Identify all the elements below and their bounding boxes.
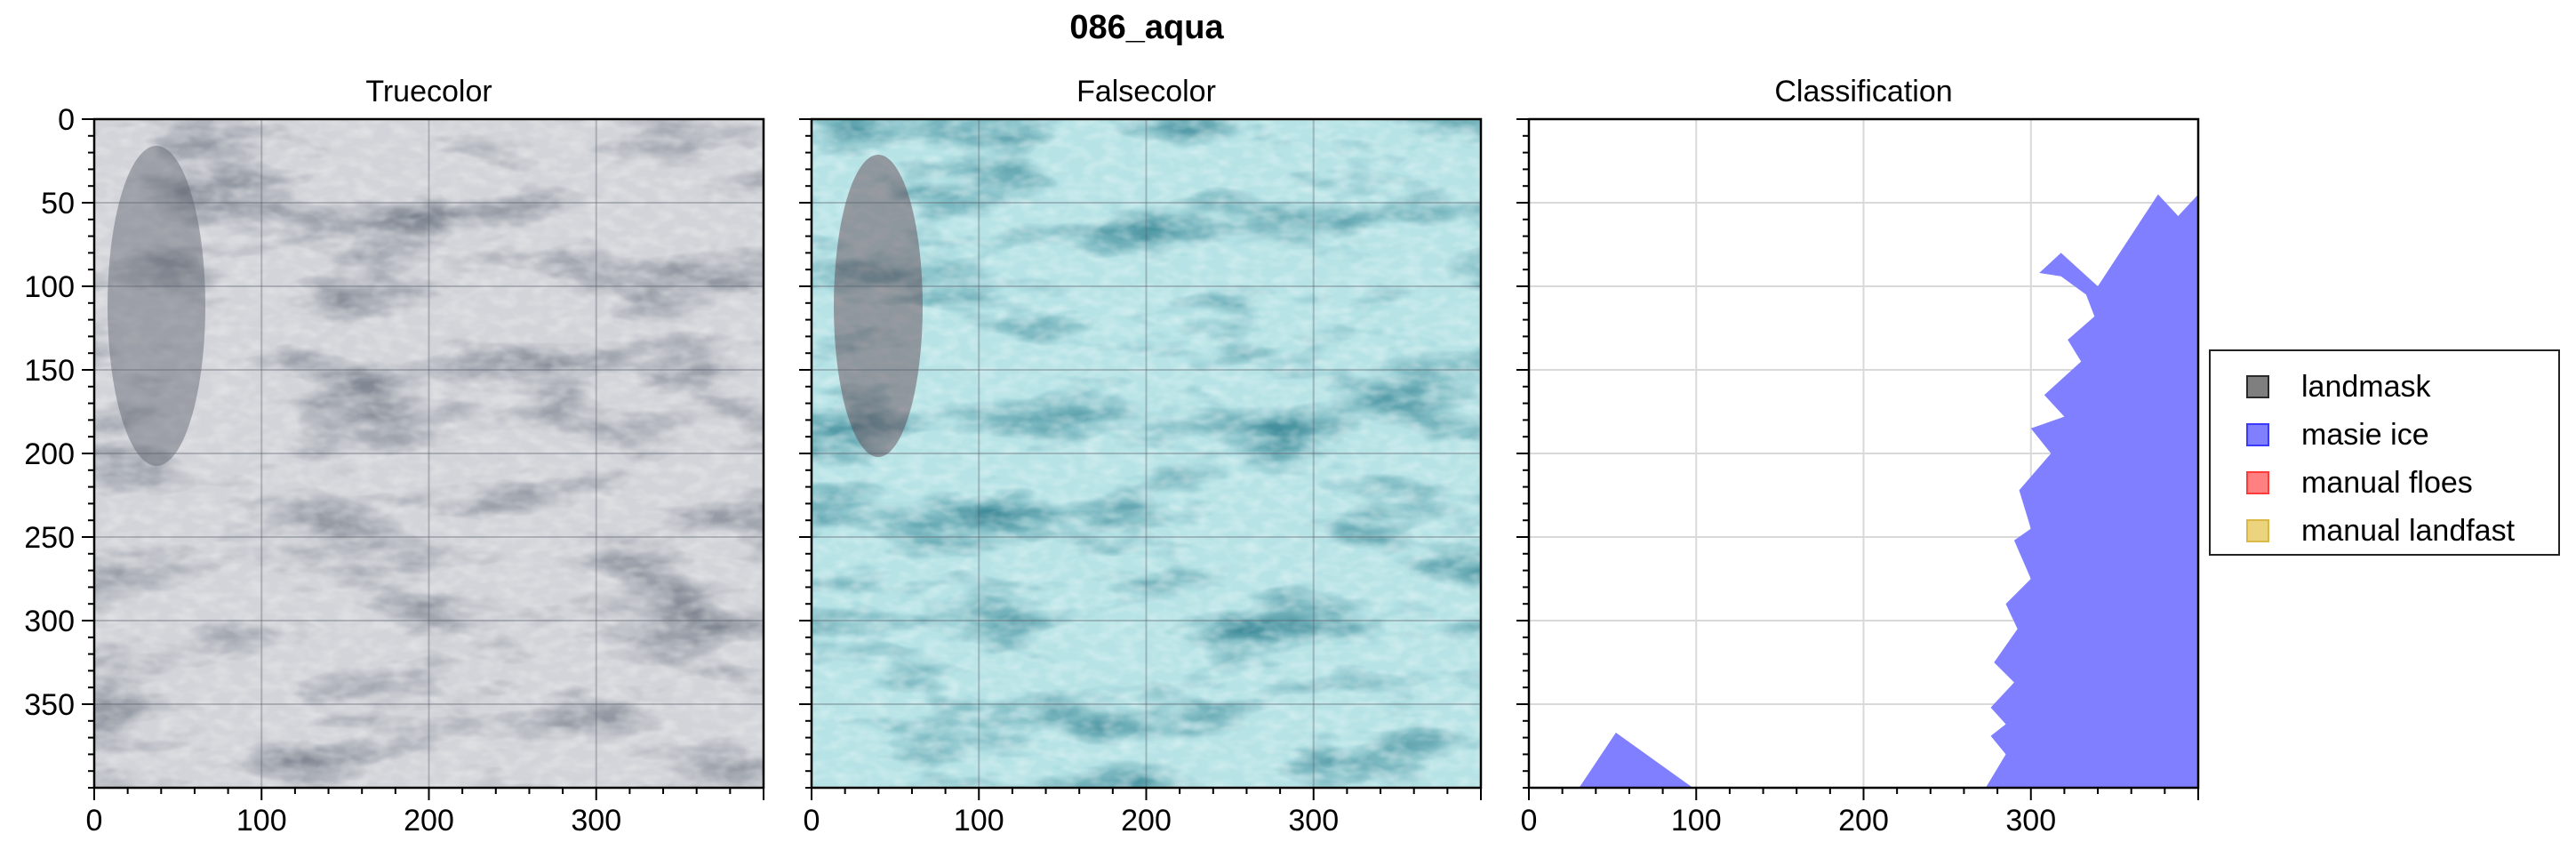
legend-swatch-manual-floes bbox=[2246, 471, 2269, 494]
falsecolor-image bbox=[812, 119, 1481, 788]
figure-title: 086_aqua bbox=[1069, 9, 1224, 46]
y-ticks-classification bbox=[1516, 118, 1529, 789]
series-masie-ice bbox=[1579, 194, 2198, 788]
x-tick-label-100: 100 bbox=[236, 804, 287, 838]
truecolor-image bbox=[94, 119, 764, 788]
x-tick-label-200: 200 bbox=[1121, 804, 1172, 838]
x-ticks-truecolor: 0 100 200 300 bbox=[86, 788, 764, 838]
legend-label-manual-landfast: manual landfast bbox=[2301, 513, 2516, 548]
gridlines-truecolor bbox=[94, 119, 764, 788]
panel-title-falsecolor: Falsecolor bbox=[1076, 75, 1216, 108]
x-tick-label-0: 0 bbox=[86, 804, 103, 838]
legend-swatch-manual-landfast bbox=[2246, 519, 2269, 542]
legend-label-landmask: landmask bbox=[2301, 369, 2431, 404]
legend-item-landmask: landmask bbox=[2246, 369, 2431, 405]
y-tick-label-100: 100 bbox=[24, 270, 75, 304]
truecolor-dark-patch bbox=[108, 146, 205, 466]
panel-title-classification: Classification bbox=[1774, 75, 1952, 108]
legend-label-manual-floes: manual floes bbox=[2301, 465, 2473, 500]
x-tick-label-0: 0 bbox=[804, 804, 820, 838]
legend-item-manual-floes: manual floes bbox=[2246, 465, 2473, 501]
x-tick-label-100: 100 bbox=[954, 804, 1004, 838]
masie-ice-region-1 bbox=[1985, 194, 2198, 788]
legend-label-masie-ice: masie ice bbox=[2301, 417, 2429, 452]
x-tick-label-300: 300 bbox=[571, 804, 621, 838]
y-tick-label-300: 300 bbox=[24, 605, 75, 638]
x-tick-label-300: 300 bbox=[2005, 804, 2056, 838]
x-ticks-falsecolor: 0 100 200 300 bbox=[804, 788, 1482, 838]
x-tick-label-200: 200 bbox=[1838, 804, 1889, 838]
y-ticks-falsecolor bbox=[799, 118, 812, 789]
x-ticks-classification: 0 100 200 300 bbox=[1521, 788, 2199, 838]
y-tick-label-200: 200 bbox=[24, 437, 75, 471]
y-tick-label-150: 150 bbox=[24, 354, 75, 388]
panel-title-truecolor: Truecolor bbox=[365, 75, 492, 108]
y-tick-label-0: 0 bbox=[58, 103, 75, 137]
legend-swatch-masie-ice bbox=[2246, 423, 2269, 446]
y-ticks-truecolor: 0 50 100 150 200 250 300 350 bbox=[24, 103, 94, 789]
x-tick-label-200: 200 bbox=[404, 804, 454, 838]
x-tick-label-100: 100 bbox=[1671, 804, 1722, 838]
legend: landmask masie ice manual floes manual l… bbox=[2209, 349, 2560, 556]
gridlines-falsecolor bbox=[812, 119, 1481, 788]
legend-item-masie-ice: masie ice bbox=[2246, 417, 2429, 453]
falsecolor-dark-patch bbox=[834, 155, 923, 457]
falsecolor-speckle bbox=[812, 119, 1481, 788]
legend-swatch-landmask bbox=[2246, 375, 2269, 398]
x-tick-label-300: 300 bbox=[1288, 804, 1339, 838]
panel-truecolor: Truecolor 0 100 200 300 0 50 100 150 200 250 300 350 bbox=[24, 75, 765, 838]
y-tick-label-250: 250 bbox=[24, 521, 75, 555]
panel-classification: Classification 0 100 200 300 bbox=[1516, 75, 2200, 838]
y-tick-label-350: 350 bbox=[24, 688, 75, 722]
masie-ice-region-0 bbox=[1579, 732, 1693, 788]
legend-item-manual-landfast: manual landfast bbox=[2246, 513, 2515, 549]
x-tick-label-0: 0 bbox=[1521, 804, 1538, 838]
truecolor-speckle bbox=[94, 119, 764, 788]
y-tick-label-50: 50 bbox=[41, 187, 75, 221]
panel-falsecolor: Falsecolor 0 100 200 300 bbox=[799, 75, 1483, 838]
